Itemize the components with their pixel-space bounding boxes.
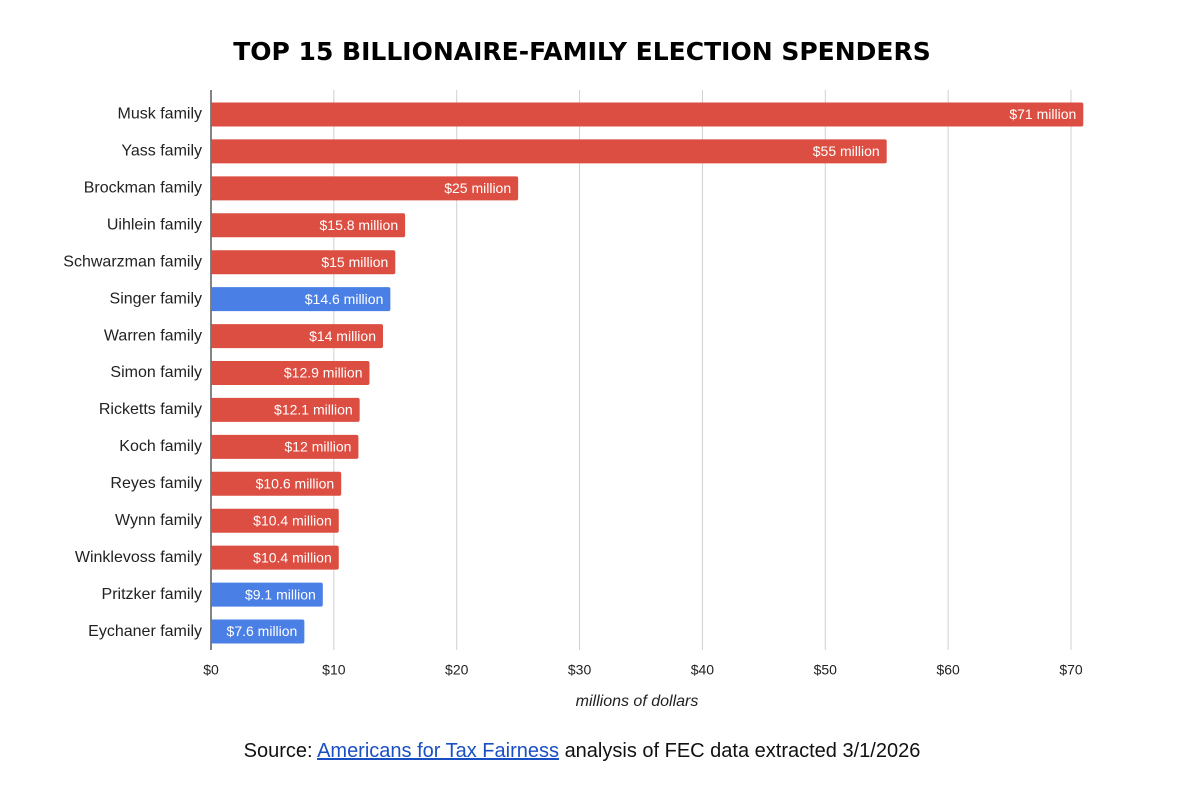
y-tick-label: Reyes family — [110, 475, 202, 492]
x-tick-label: $10 — [322, 662, 346, 678]
y-tick-label: Wynn family — [115, 512, 202, 529]
source-link[interactable]: Americans for Tax Fairness — [317, 740, 559, 762]
x-tick-label: $50 — [814, 662, 838, 678]
bar — [211, 434, 359, 459]
value-label: $12 million — [284, 439, 351, 455]
y-tick-label: Singer family — [110, 290, 202, 307]
x-tick-label: $20 — [445, 662, 469, 678]
bar — [211, 213, 406, 238]
x-tick-label: $70 — [1059, 662, 1083, 678]
y-tick-label: Musk family — [118, 106, 202, 123]
bar — [211, 545, 339, 570]
value-label: $10.4 million — [253, 549, 332, 565]
y-tick-label: Pritzker family — [102, 586, 202, 603]
bar — [211, 324, 383, 349]
bar — [211, 287, 391, 312]
chart-title: TOP 15 BILLIONAIRE-FAMILY ELECTION SPEND… — [233, 37, 931, 66]
value-label: $12.1 million — [274, 402, 353, 418]
y-tick-label: Ricketts family — [99, 401, 202, 418]
x-tick-label: $0 — [203, 662, 219, 678]
bar — [211, 361, 370, 385]
value-label: $55 million — [813, 143, 880, 159]
bar — [211, 139, 887, 164]
value-label: $10.6 million — [256, 476, 335, 492]
x-tick-label: $30 — [568, 662, 592, 678]
bar — [211, 471, 342, 496]
bar — [211, 508, 339, 533]
value-label: $9.1 million — [245, 586, 316, 602]
source-prefix: Source: — [244, 740, 313, 762]
value-label: $12.9 million — [284, 365, 363, 381]
y-tick-label: Schwarzman family — [63, 253, 202, 270]
x-tick-label: $40 — [691, 662, 715, 678]
bar — [211, 582, 323, 607]
value-label: $15 million — [321, 254, 388, 270]
value-label: $25 million — [444, 180, 511, 196]
value-label: $71 million — [1009, 106, 1076, 122]
y-tick-label: Winklevoss family — [75, 549, 202, 566]
value-label: $10.4 million — [253, 512, 332, 528]
source-suffix: analysis of FEC data extracted 3/1/2026 — [565, 740, 921, 762]
bar — [211, 102, 1084, 127]
y-tick-label: Simon family — [110, 364, 202, 381]
bar — [211, 397, 360, 422]
bar — [211, 250, 396, 275]
y-tick-label: Yass family — [121, 143, 202, 160]
bar — [211, 176, 519, 201]
y-tick-label: Koch family — [119, 438, 202, 455]
x-tick-label: $60 — [936, 662, 960, 678]
value-label: $14.6 million — [305, 291, 384, 307]
value-label: $15.8 million — [320, 217, 399, 233]
y-tick-label: Warren family — [104, 327, 202, 344]
y-tick-label: Uihlein family — [107, 216, 202, 233]
y-tick-label: Eychaner family — [88, 623, 202, 640]
value-label: $7.6 million — [227, 623, 298, 639]
source: Source: Americans for Tax Fairness analy… — [244, 740, 921, 762]
value-label: $14 million — [309, 328, 376, 344]
x-axis-title: millions of dollars — [576, 693, 699, 710]
y-tick-label: Brockman family — [84, 180, 202, 197]
bar — [211, 619, 305, 644]
